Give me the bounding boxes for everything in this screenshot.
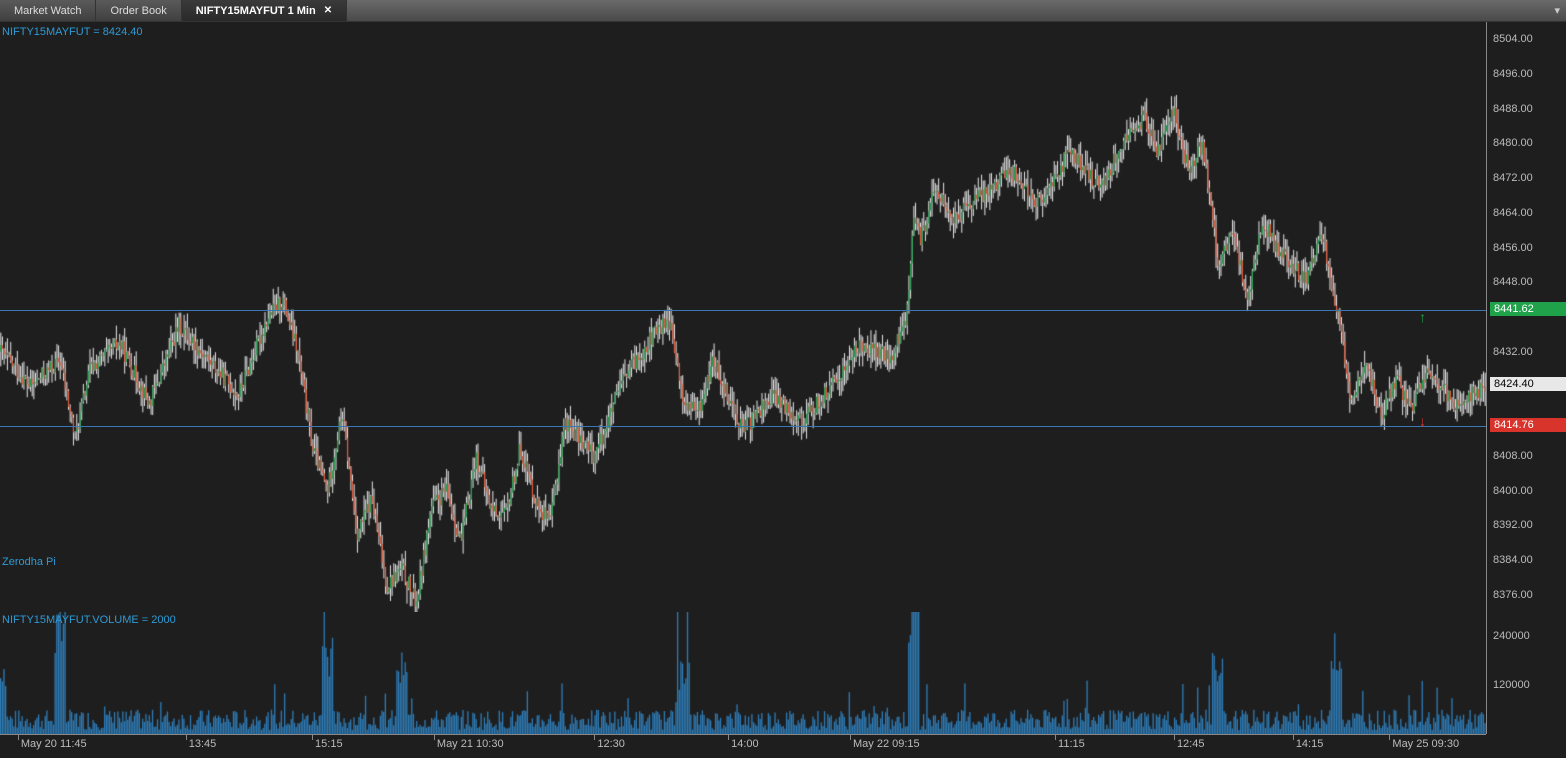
time-tick: May 25 09:30	[1392, 738, 1459, 750]
price-tick: 8376.00	[1493, 589, 1533, 601]
price-tag: 8441.62	[1490, 302, 1566, 316]
price-tick: 8456.00	[1493, 242, 1533, 254]
volume-tick: 120000	[1493, 679, 1530, 691]
tab-label: Market Watch	[14, 5, 81, 17]
price-tick: 8472.00	[1493, 172, 1533, 184]
price-tag: 8424.40	[1490, 377, 1566, 391]
time-tick: 11:15	[1058, 738, 1085, 750]
tab-market-watch[interactable]: Market Watch	[0, 0, 96, 21]
price-tick: 8392.00	[1493, 519, 1533, 531]
time-tick: May 21 10:30	[437, 738, 504, 750]
price-tick: 8448.00	[1493, 276, 1533, 288]
signal-arrow: ↓	[1419, 413, 1426, 429]
price-tick: 8464.00	[1493, 207, 1533, 219]
chart-area[interactable]: NIFTY15MAYFUT = 8424.40 Zerodha Pi ↑ ↓ NI…	[0, 22, 1566, 758]
price-pane[interactable]: NIFTY15MAYFUT = 8424.40 Zerodha Pi ↑ ↓	[0, 22, 1486, 612]
watermark: Zerodha Pi	[2, 556, 56, 568]
tab-bar: Market Watch Order Book NIFTY15MAYFUT 1 …	[0, 0, 1566, 22]
time-tick: 14:15	[1296, 738, 1324, 750]
close-icon[interactable]: ✕	[324, 5, 332, 16]
time-tick: 14:00	[731, 738, 759, 750]
tab-chart[interactable]: NIFTY15MAYFUT 1 Min ✕	[182, 0, 347, 21]
signal-arrow: ↑	[1419, 309, 1426, 325]
price-tick: 8432.00	[1493, 346, 1533, 358]
time-tick: 13:45	[189, 738, 217, 750]
chevron-down-icon[interactable]: ▾	[1554, 4, 1560, 17]
price-tick: 8504.00	[1493, 33, 1533, 45]
tab-order-book[interactable]: Order Book	[96, 0, 181, 21]
volume-tick: 240000	[1493, 630, 1530, 642]
volume-readout: NIFTY15MAYFUT.VOLUME = 2000	[2, 614, 176, 626]
price-tick: 8400.00	[1493, 485, 1533, 497]
price-tick: 8384.00	[1493, 554, 1533, 566]
volume-pane[interactable]: NIFTY15MAYFUT.VOLUME = 2000	[0, 612, 1486, 734]
price-level-line	[0, 426, 1486, 427]
price-tag: 8414.76	[1490, 418, 1566, 432]
candlestick-chart[interactable]	[0, 22, 1486, 612]
time-tick: 12:30	[597, 738, 625, 750]
tab-label: NIFTY15MAYFUT 1 Min	[196, 5, 316, 17]
tab-bar-spacer: ▾	[347, 0, 1566, 21]
time-axis: May 20 11:45 13:45 15:15 May 21 10:30 12:30 1…	[0, 734, 1486, 758]
time-tick: May 20 11:45	[21, 738, 87, 750]
price-tick: 8480.00	[1493, 137, 1533, 149]
time-tick: May 22 09:15	[853, 738, 920, 750]
volume-chart[interactable]	[0, 612, 1486, 734]
price-tick: 8496.00	[1493, 68, 1533, 80]
price-axis: 8504.00 8496.00 8488.00 8480.00 8472.00 8464.…	[1486, 22, 1566, 734]
price-level-line	[0, 310, 1486, 311]
price-tick: 8488.00	[1493, 103, 1533, 115]
tab-label: Order Book	[110, 5, 166, 17]
time-tick: 15:15	[315, 738, 343, 750]
price-tick: 8408.00	[1493, 450, 1533, 462]
time-tick: 12:45	[1177, 738, 1205, 750]
symbol-readout: NIFTY15MAYFUT = 8424.40	[2, 26, 143, 38]
